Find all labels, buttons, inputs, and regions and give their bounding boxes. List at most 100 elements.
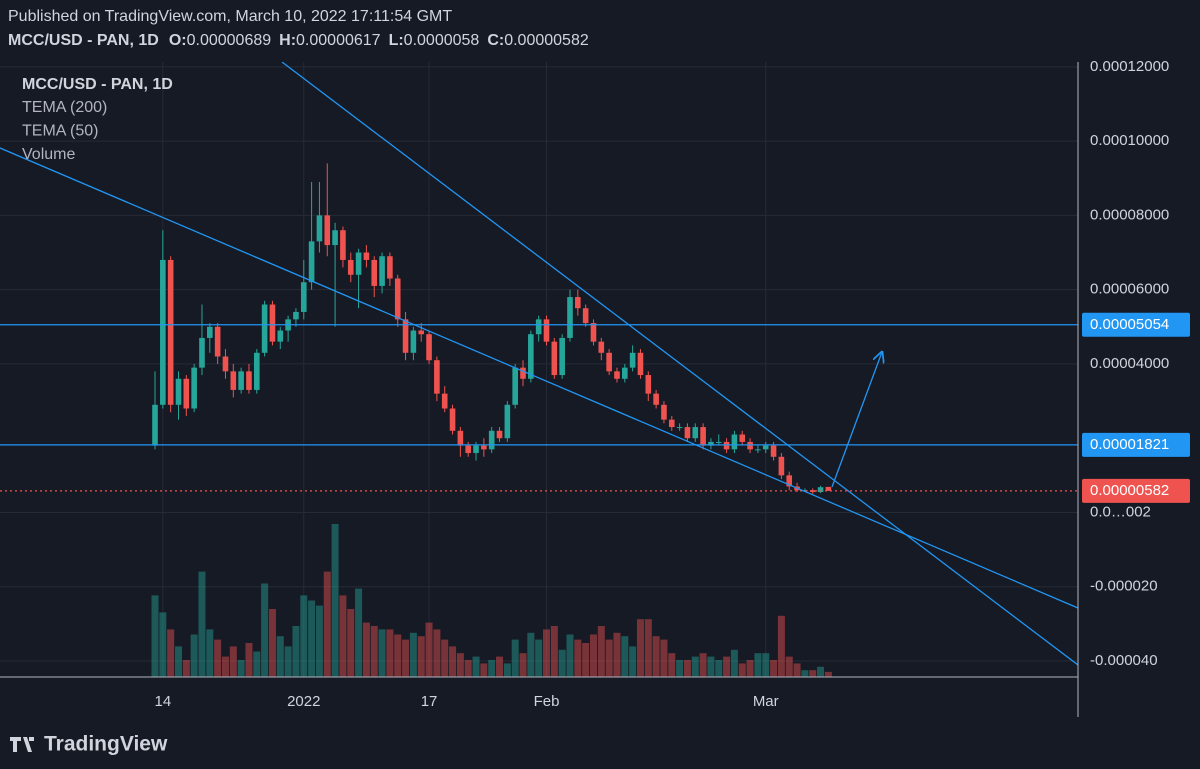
volume-bar <box>229 646 237 677</box>
volume-bar <box>754 653 762 677</box>
y-tick-label: 0.00006000 <box>1090 281 1169 298</box>
candle-body <box>731 434 738 450</box>
volume-bar <box>386 629 394 677</box>
y-tick-label: -0.000040 <box>1090 652 1158 669</box>
volume-bar <box>707 656 715 677</box>
logo-icon <box>10 737 34 752</box>
symbol: MCC/USD - PAN, 1D <box>8 32 159 49</box>
volume-bar <box>167 629 175 677</box>
volume-bar <box>527 632 535 677</box>
candle-body <box>747 441 753 450</box>
volume-bar <box>402 639 410 677</box>
candle-body <box>457 430 464 446</box>
volume-bar <box>464 660 472 677</box>
ohlc-value: 0.00000617 <box>296 32 381 49</box>
volume-bar <box>785 656 793 677</box>
volume-bar <box>691 656 699 677</box>
volume-bar <box>582 643 590 677</box>
candle-body <box>684 427 691 439</box>
ohlc-value: 0.00000689 <box>187 32 272 49</box>
candle-body <box>637 352 644 376</box>
volume-bar <box>284 646 292 677</box>
candle-body <box>363 252 370 260</box>
candle-body <box>512 367 518 405</box>
volume-bar <box>174 646 182 677</box>
candle-body <box>778 456 785 476</box>
candle-body <box>504 404 511 439</box>
candle-body <box>817 487 824 493</box>
volume-bar <box>268 609 276 677</box>
candle-body <box>418 330 425 335</box>
candle-body <box>700 427 706 446</box>
candle-body <box>402 319 409 353</box>
candle-body <box>340 230 346 260</box>
volume-bar <box>511 639 519 677</box>
volume-bar <box>801 670 809 677</box>
y-tick-label: 0.0…002 <box>1090 503 1151 520</box>
x-tick-label: Mar <box>753 693 779 710</box>
candle-body <box>809 490 816 493</box>
candle-body <box>535 319 542 335</box>
volume-bar <box>441 639 449 677</box>
volume-bar <box>723 656 731 677</box>
ohlc-header: MCC/USD - PAN, 1D O: 0.00000689 H: 0.0000061… <box>8 32 589 49</box>
ohlc-value: 0.00000582 <box>504 32 589 49</box>
candle-body <box>152 404 158 446</box>
volume-bar <box>182 660 190 677</box>
volume <box>151 524 832 677</box>
candle-body <box>668 419 675 428</box>
volume-bar <box>221 656 229 677</box>
price-label: 0.00001821 <box>1090 436 1169 453</box>
grid <box>0 62 1078 677</box>
volume-bar <box>683 660 691 677</box>
candle-body <box>199 337 205 368</box>
volume-bar <box>480 663 488 677</box>
legend-item: TEMA (200) <box>22 99 107 116</box>
candle-body <box>715 441 722 443</box>
candle-body <box>473 445 479 454</box>
volume-bar <box>488 660 496 677</box>
candle-body <box>661 404 667 420</box>
volume-bar <box>151 595 159 677</box>
x-tick-label: 2022 <box>287 693 320 710</box>
candle-body <box>410 330 417 353</box>
volume-bar <box>425 622 433 677</box>
candle-body <box>387 256 393 279</box>
volume-bar <box>214 639 222 677</box>
volume-bar <box>496 656 504 677</box>
candle-body <box>582 308 589 324</box>
volume-bar <box>292 626 300 677</box>
candle-body <box>175 378 182 405</box>
candle-body <box>394 278 401 320</box>
volume-bar <box>409 632 417 677</box>
volume-bar <box>449 646 457 677</box>
candle-body <box>207 326 213 338</box>
legend-item: TEMA (50) <box>22 123 98 140</box>
volume-bar <box>574 639 582 677</box>
candle-body <box>449 408 456 431</box>
x-tick-label: Feb <box>534 693 560 710</box>
volume-bar <box>644 619 652 677</box>
axes: 0.00012000 0.00010000 0.00008000 0.00006000… <box>154 58 1169 710</box>
x-tick-label: 14 <box>154 693 171 710</box>
candle-body <box>441 393 448 409</box>
candle-body <box>246 371 252 390</box>
candle-body <box>167 259 174 405</box>
candle-body <box>496 430 503 439</box>
volume-bar <box>323 571 331 677</box>
candle-body <box>434 360 440 394</box>
volume-bar <box>261 583 269 677</box>
candle-body <box>825 486 832 491</box>
candle-body <box>543 319 550 342</box>
candle-body <box>598 341 605 353</box>
legend: MCC/USD - PAN, 1D TEMA (200) TEMA (50) Volu… <box>22 76 173 163</box>
candles <box>152 163 832 494</box>
ohlc-value: 0.0000058 <box>404 32 480 49</box>
volume-bar <box>668 653 676 677</box>
candle-body <box>614 371 620 379</box>
volume-bar <box>159 612 167 677</box>
ohlc-label: L: <box>389 32 404 49</box>
volume-bar <box>629 646 637 677</box>
price-label-box <box>1082 312 1190 337</box>
volume-bar <box>472 656 480 677</box>
